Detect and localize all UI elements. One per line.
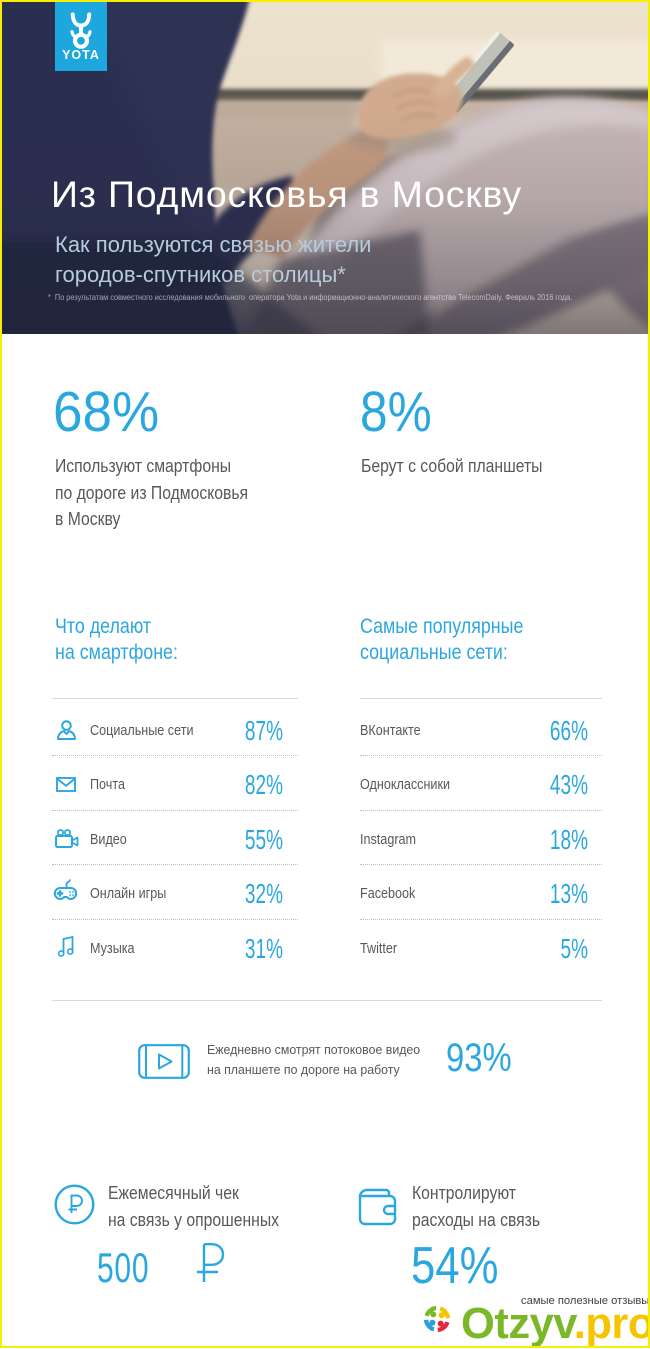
svg-text:YOTA: YOTA	[62, 48, 100, 62]
